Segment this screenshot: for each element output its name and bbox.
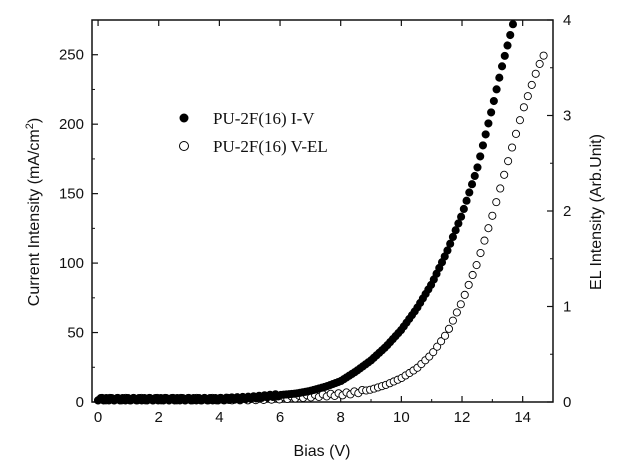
x-tick-label: 12 — [454, 409, 471, 426]
series-v-el-points — [94, 51, 548, 405]
i-v-point — [489, 96, 498, 106]
v-el-point — [539, 51, 548, 60]
v-el-point — [504, 157, 513, 166]
y-right-tick-label: 2 — [563, 203, 571, 220]
i-v-point — [446, 239, 455, 248]
v-el-point — [440, 331, 450, 340]
v-el-point — [488, 211, 497, 220]
i-v-point — [508, 20, 518, 29]
legend-marker-i-v — [179, 113, 189, 123]
i-v-point — [476, 152, 485, 161]
i-v-point — [503, 41, 512, 50]
v-el-point — [535, 59, 544, 68]
y-left-tick-label: 100 — [59, 255, 84, 272]
y-right-tick-label: 4 — [563, 12, 571, 29]
y-right-tick-label: 0 — [563, 394, 571, 411]
i-v-point — [500, 51, 509, 60]
legend: PU-2F(16) I-V PU-2F(16) V-EL — [179, 109, 328, 156]
i-v-point — [473, 163, 482, 172]
i-v-point — [470, 171, 479, 181]
v-el-point — [456, 300, 465, 309]
i-v-point — [506, 30, 515, 40]
x-tick-label: 10 — [393, 409, 410, 426]
y-left-tick-label: 150 — [59, 186, 84, 203]
y-left-tick-label: 50 — [67, 325, 84, 342]
y-right-tick-label: 1 — [563, 299, 571, 316]
v-el-point — [496, 184, 505, 193]
v-el-point — [444, 324, 454, 333]
i-v-point — [487, 108, 496, 117]
v-el-point — [519, 103, 528, 112]
v-el-point — [500, 170, 509, 179]
x-tick-label: 6 — [276, 409, 284, 426]
y-left-title-superscript: 2 — [24, 123, 36, 129]
y-right-axis-ticks: 0 1 2 3 4 — [547, 12, 571, 411]
y-left-axis-ticks: 0 50 100 150 200 250 — [59, 47, 98, 411]
y-left-tick-label: 200 — [59, 116, 84, 133]
i-v-point — [454, 219, 463, 228]
y-left-title-main: Current Intensity (mA/cm — [26, 129, 43, 306]
x-tick-label: 14 — [514, 409, 531, 426]
i-v-point — [443, 246, 452, 255]
y-left-axis-title: Current Intensity (mA/cm2) — [24, 118, 43, 306]
v-el-point — [433, 342, 442, 351]
i-v-point — [465, 188, 474, 197]
i-v-point — [497, 62, 507, 71]
v-el-point — [511, 129, 521, 138]
i-v-point — [467, 180, 477, 189]
v-el-point — [515, 116, 524, 125]
legend-label-i-v: PU-2F(16) I-V — [213, 109, 315, 128]
v-el-point — [448, 316, 457, 325]
x-tick-label: 8 — [337, 409, 345, 426]
y-right-tick-label: 3 — [563, 108, 571, 125]
v-el-point — [492, 198, 501, 207]
i-v-point — [484, 119, 493, 128]
i-v-point — [462, 196, 471, 205]
v-el-point — [452, 308, 461, 317]
i-v-point — [481, 130, 490, 139]
i-v-point — [459, 204, 468, 214]
v-el-point — [484, 224, 493, 233]
i-v-point — [448, 232, 457, 242]
x-tick-label: 0 — [94, 409, 102, 426]
v-el-point — [527, 80, 536, 89]
i-v-point — [495, 73, 504, 82]
v-el-point — [472, 261, 481, 270]
i-v-point — [492, 85, 501, 94]
legend-marker-v-el — [179, 141, 189, 151]
v-el-point — [476, 248, 485, 258]
v-el-point — [480, 236, 489, 245]
series-i-v-points — [94, 20, 518, 405]
i-v-point — [478, 141, 487, 150]
legend-label-v-el: PU-2F(16) V-EL — [213, 137, 328, 156]
v-el-point — [468, 270, 477, 280]
x-tick-label: 2 — [155, 409, 163, 426]
y-right-axis-title: EL Intensity (Arb.Unit) — [588, 134, 605, 290]
y-left-tick-label: 0 — [76, 394, 84, 411]
plot-frame — [91, 19, 554, 403]
x-axis-title: Bias (V) — [294, 443, 351, 460]
v-el-point — [429, 348, 438, 357]
x-tick-label: 4 — [215, 409, 223, 426]
v-el-point — [508, 143, 517, 152]
v-el-point — [437, 337, 446, 346]
v-el-point — [531, 69, 540, 78]
y-left-title-tail: ) — [26, 118, 43, 123]
x-axis-ticks: 0 2 4 6 8 10 12 14 — [94, 20, 531, 426]
i-v-point — [457, 212, 466, 221]
i-v-point — [451, 226, 460, 235]
v-el-point — [523, 92, 532, 101]
y-left-tick-label: 250 — [59, 47, 84, 64]
v-el-point — [464, 280, 473, 289]
v-el-point — [460, 290, 469, 299]
